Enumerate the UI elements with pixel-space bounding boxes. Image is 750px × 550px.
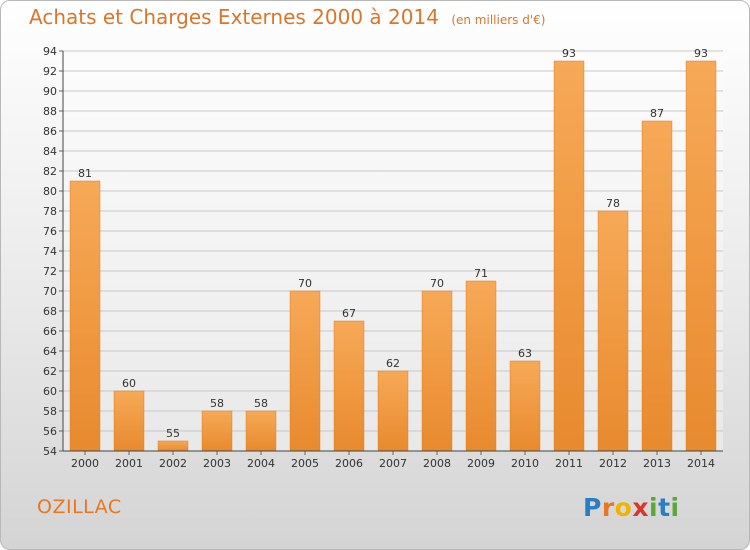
bars bbox=[69, 60, 717, 452]
y-tick-label: 58 bbox=[43, 405, 57, 418]
chart-subtitle: (en milliers d'€) bbox=[451, 13, 546, 27]
y-tick-label: 66 bbox=[43, 325, 57, 338]
y-tick-label: 74 bbox=[43, 245, 57, 258]
bar bbox=[333, 320, 365, 452]
x-tick-label: 2005 bbox=[291, 457, 319, 470]
x-tick-label: 2010 bbox=[511, 457, 539, 470]
y-tick-label: 80 bbox=[43, 185, 57, 198]
x-tick-label: 2004 bbox=[247, 457, 275, 470]
y-tick-label: 92 bbox=[43, 65, 57, 78]
y-tick-label: 64 bbox=[43, 345, 57, 358]
labels: 54 56 58 60 62 64 66 68 70 72 74 76 78 80 82 84 86 88 90 92… bbox=[43, 45, 715, 470]
bar-value-label: 55 bbox=[166, 427, 180, 440]
bar bbox=[69, 180, 101, 452]
logo-letter: i bbox=[670, 493, 680, 522]
x-tick-label: 2011 bbox=[555, 457, 583, 470]
bar-value-label: 62 bbox=[386, 357, 400, 370]
logo-letter: x bbox=[632, 493, 649, 522]
bar bbox=[201, 410, 233, 452]
bar-value-label: 87 bbox=[650, 107, 664, 120]
x-tick-label: 2014 bbox=[687, 457, 715, 470]
axes bbox=[59, 50, 723, 455]
y-tick-label: 86 bbox=[43, 125, 57, 138]
logo-letter: P bbox=[583, 493, 602, 522]
x-tick-label: 2009 bbox=[467, 457, 495, 470]
bar-value-label: 70 bbox=[298, 277, 312, 290]
y-tick-label: 72 bbox=[43, 265, 57, 278]
x-tick-label: 2000 bbox=[71, 457, 99, 470]
x-tick-label: 2008 bbox=[423, 457, 451, 470]
bar-value-label: 63 bbox=[518, 347, 532, 360]
bar bbox=[597, 210, 629, 452]
y-tick-label: 62 bbox=[43, 365, 57, 378]
x-tick-label: 2002 bbox=[159, 457, 187, 470]
bar bbox=[245, 410, 277, 452]
bar bbox=[157, 440, 189, 452]
bar-value-label: 70 bbox=[430, 277, 444, 290]
y-tick-label: 78 bbox=[43, 205, 57, 218]
logo-letter: i bbox=[649, 493, 659, 522]
x-tick-label: 2012 bbox=[599, 457, 627, 470]
x-tick-label: 2007 bbox=[379, 457, 407, 470]
y-tick-label: 76 bbox=[43, 225, 57, 238]
proxiti-logo: Proxiti bbox=[583, 493, 680, 522]
bar-value-label: 58 bbox=[210, 397, 224, 410]
chart-title-text: Achats et Charges Externes 2000 à 2014 bbox=[29, 5, 439, 29]
y-tick-label: 70 bbox=[43, 285, 57, 298]
bar bbox=[509, 360, 541, 452]
bar bbox=[553, 60, 585, 452]
x-tick-label: 2013 bbox=[643, 457, 671, 470]
x-tick-label: 2003 bbox=[203, 457, 231, 470]
y-tick-label: 94 bbox=[43, 45, 57, 58]
x-tick-label: 2006 bbox=[335, 457, 363, 470]
bar bbox=[289, 290, 321, 452]
bar-value-label: 81 bbox=[78, 167, 92, 180]
bar bbox=[421, 290, 453, 452]
bar-value-label: 67 bbox=[342, 307, 356, 320]
bar bbox=[377, 370, 409, 452]
bar-value-label: 60 bbox=[122, 377, 136, 390]
bar-value-label: 71 bbox=[474, 267, 488, 280]
chart-title: Achats et Charges Externes 2000 à 2014 (… bbox=[29, 5, 545, 29]
bar bbox=[641, 120, 673, 452]
y-tick-label: 82 bbox=[43, 165, 57, 178]
y-tick-label: 54 bbox=[43, 445, 57, 458]
bar bbox=[113, 390, 145, 452]
logo-letter: r bbox=[601, 493, 615, 522]
bar bbox=[465, 280, 497, 452]
x-tick-label: 2001 bbox=[115, 457, 143, 470]
bar-value-label: 93 bbox=[694, 47, 708, 60]
y-tick-label: 88 bbox=[43, 105, 57, 118]
y-tick-label: 90 bbox=[43, 85, 57, 98]
bar-value-label: 78 bbox=[606, 197, 620, 210]
place-name: OZILLAC bbox=[37, 496, 122, 518]
logo-letter: o bbox=[614, 493, 633, 522]
y-tick-label: 68 bbox=[43, 305, 57, 318]
bar-value-label: 93 bbox=[562, 47, 576, 60]
y-tick-label: 60 bbox=[43, 385, 57, 398]
logo-letter: t bbox=[658, 493, 671, 522]
y-tick-label: 56 bbox=[43, 425, 57, 438]
y-tick-label: 84 bbox=[43, 145, 57, 158]
bar-value-label: 58 bbox=[254, 397, 268, 410]
bar bbox=[685, 60, 717, 452]
